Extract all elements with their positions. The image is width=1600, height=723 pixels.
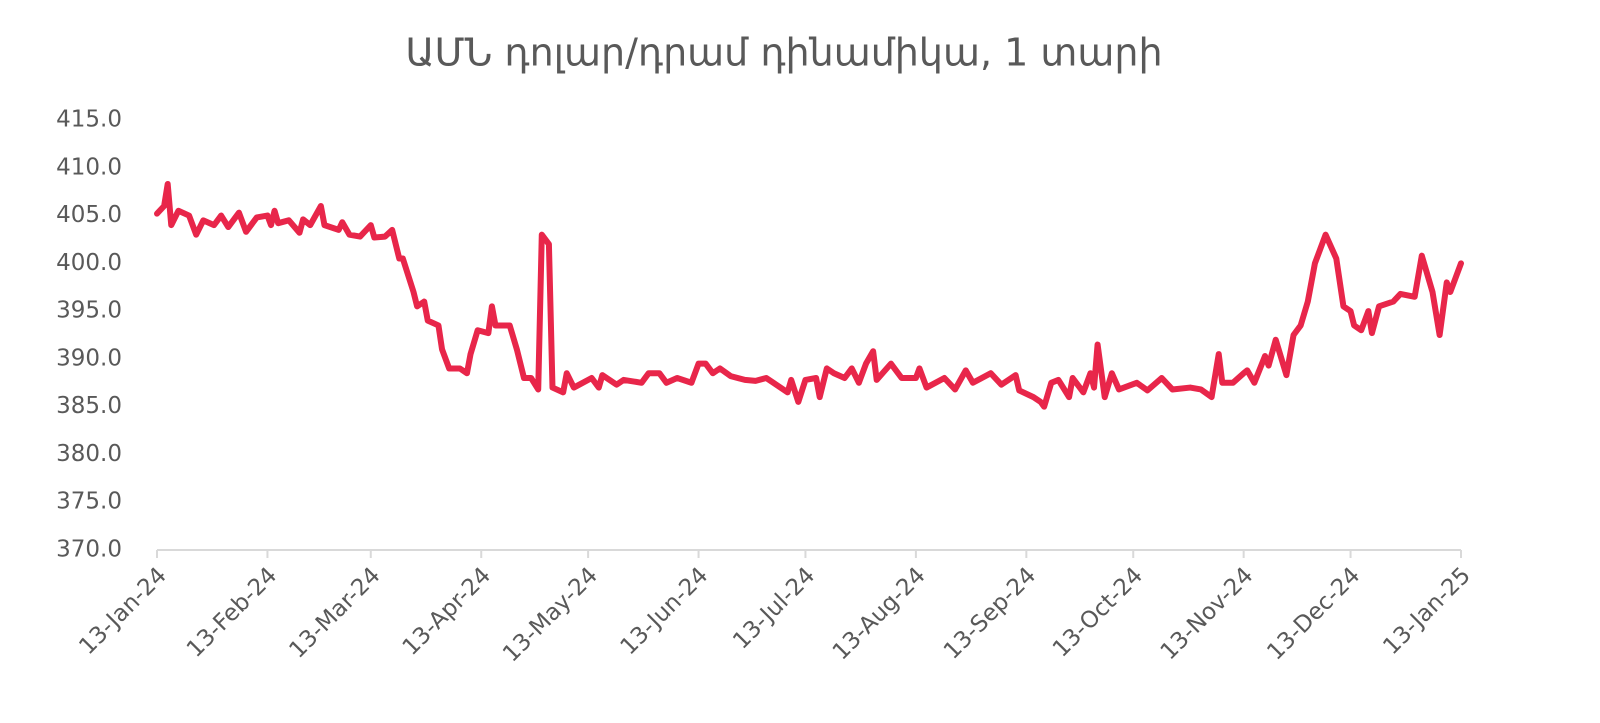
y-tick-label: 405.0 <box>56 202 122 228</box>
x-tick-label: 13-Jul-24 <box>728 562 820 654</box>
x-tick-label: 13-Jan-25 <box>1378 562 1475 659</box>
x-tick-label: 13-Mar-24 <box>284 562 385 663</box>
y-tick-label: 415.0 <box>56 107 122 133</box>
x-tick-label: 13-Dec-24 <box>1262 562 1365 665</box>
y-tick-label: 410.0 <box>56 154 122 180</box>
x-tick-label: 13-Oct-24 <box>1048 562 1148 662</box>
x-tick-label: 13-Aug-24 <box>828 562 931 665</box>
y-tick-label: 380.0 <box>56 441 122 467</box>
chart-title: ԱՄՆ դոլար/դրամ դինամիկա, 1 տարի <box>405 31 1162 75</box>
y-tick-label: 400.0 <box>56 250 122 276</box>
x-tick-label: 13-Jun-24 <box>616 562 714 660</box>
x-tick-label: 13-Feb-24 <box>182 562 282 662</box>
y-tick-label: 395.0 <box>56 298 122 324</box>
y-tick-label: 390.0 <box>56 345 122 371</box>
x-tick-label: 13-Apr-24 <box>398 562 496 660</box>
line-series <box>154 181 1464 410</box>
x-tick-label: 13-May-24 <box>498 562 603 667</box>
y-tick-label: 375.0 <box>56 489 122 515</box>
y-tick-label: 385.0 <box>56 393 122 419</box>
x-tick-label: 13-Jan-24 <box>74 562 171 659</box>
x-tick-label: 13-Nov-24 <box>1156 562 1259 665</box>
y-tick-label: 370.0 <box>56 537 122 563</box>
x-tick-label: 13-Sep-24 <box>939 562 1041 664</box>
